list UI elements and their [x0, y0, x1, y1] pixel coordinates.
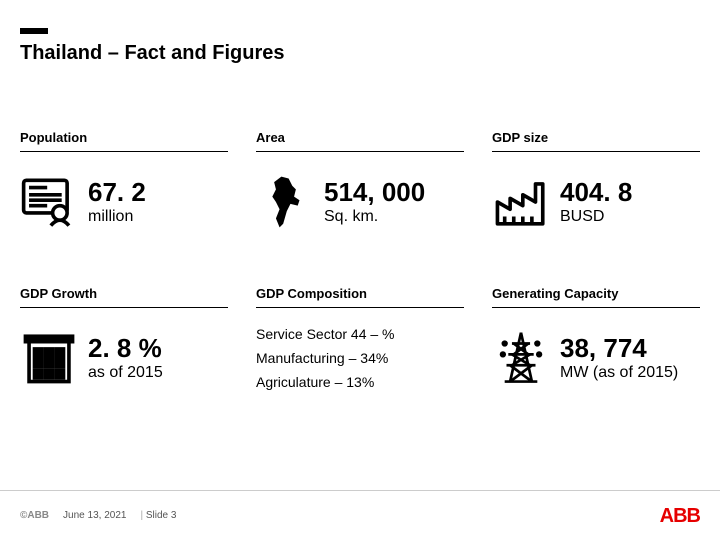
unit-gdp-size: BUSD	[560, 208, 632, 226]
cell-generating-capacity: Generating Capacity 38, 774 MW (as of 20…	[492, 286, 700, 394]
footer-slide: Slide 3	[140, 510, 176, 521]
value-area: 514, 000	[324, 178, 425, 207]
label-generating-capacity: Generating Capacity	[492, 286, 700, 308]
label-gdp-composition: GDP Composition	[256, 286, 464, 308]
content-gdp-size: 404. 8 BUSD	[492, 166, 700, 238]
value-generating-capacity: 38, 774	[560, 334, 678, 363]
label-area: Area	[256, 130, 464, 152]
content-population: 67. 2 million	[20, 166, 228, 238]
value-gdp-growth: 2. 8 %	[88, 334, 163, 363]
content-area: 514, 000 Sq. km.	[256, 166, 464, 238]
thailand-map-icon	[256, 173, 314, 231]
title-dash	[20, 28, 48, 34]
cell-gdp-growth: GDP Growth 2. 8 % a	[20, 286, 228, 394]
pylon-icon	[492, 329, 550, 387]
factory-icon	[492, 173, 550, 231]
unit-population: million	[88, 208, 146, 226]
content-gdp-growth: 2. 8 % as of 2015	[20, 322, 228, 394]
unit-generating-capacity: MW (as of 2015)	[560, 364, 678, 382]
cell-area: Area 514, 000 Sq. km.	[256, 130, 464, 238]
abb-logo: ABB	[660, 505, 700, 528]
label-gdp-size: GDP size	[492, 130, 700, 152]
content-generating-capacity: 38, 774 MW (as of 2015)	[492, 322, 700, 394]
value-gdp-size: 404. 8	[560, 178, 632, 207]
composition-line-0: Service Sector 44 – %	[256, 326, 395, 342]
value-population: 67. 2	[88, 178, 146, 207]
unit-gdp-growth: as of 2015	[88, 364, 163, 382]
cell-gdp-composition: GDP Composition Service Sector 44 – % Ma…	[256, 286, 464, 394]
page-title: Thailand – Fact and Figures	[20, 42, 285, 65]
facts-grid: Population 67. 2 million Area	[20, 130, 700, 394]
building-icon	[20, 329, 78, 387]
cell-population: Population 67. 2 million	[20, 130, 228, 238]
footer-date: June 13, 2021	[63, 510, 126, 521]
label-gdp-growth: GDP Growth	[20, 286, 228, 308]
id-card-icon	[20, 173, 78, 231]
content-gdp-composition: Service Sector 44 – % Manufacturing – 34…	[256, 322, 464, 394]
cell-gdp-size: GDP size 404. 8 BUSD	[492, 130, 700, 238]
footer: ©ABB June 13, 2021 Slide 3	[0, 490, 720, 540]
footer-copyright: ©ABB	[20, 510, 49, 521]
label-population: Population	[20, 130, 228, 152]
unit-area: Sq. km.	[324, 208, 425, 226]
composition-line-2: Agriculature – 13%	[256, 374, 395, 390]
composition-line-1: Manufacturing – 34%	[256, 350, 395, 366]
